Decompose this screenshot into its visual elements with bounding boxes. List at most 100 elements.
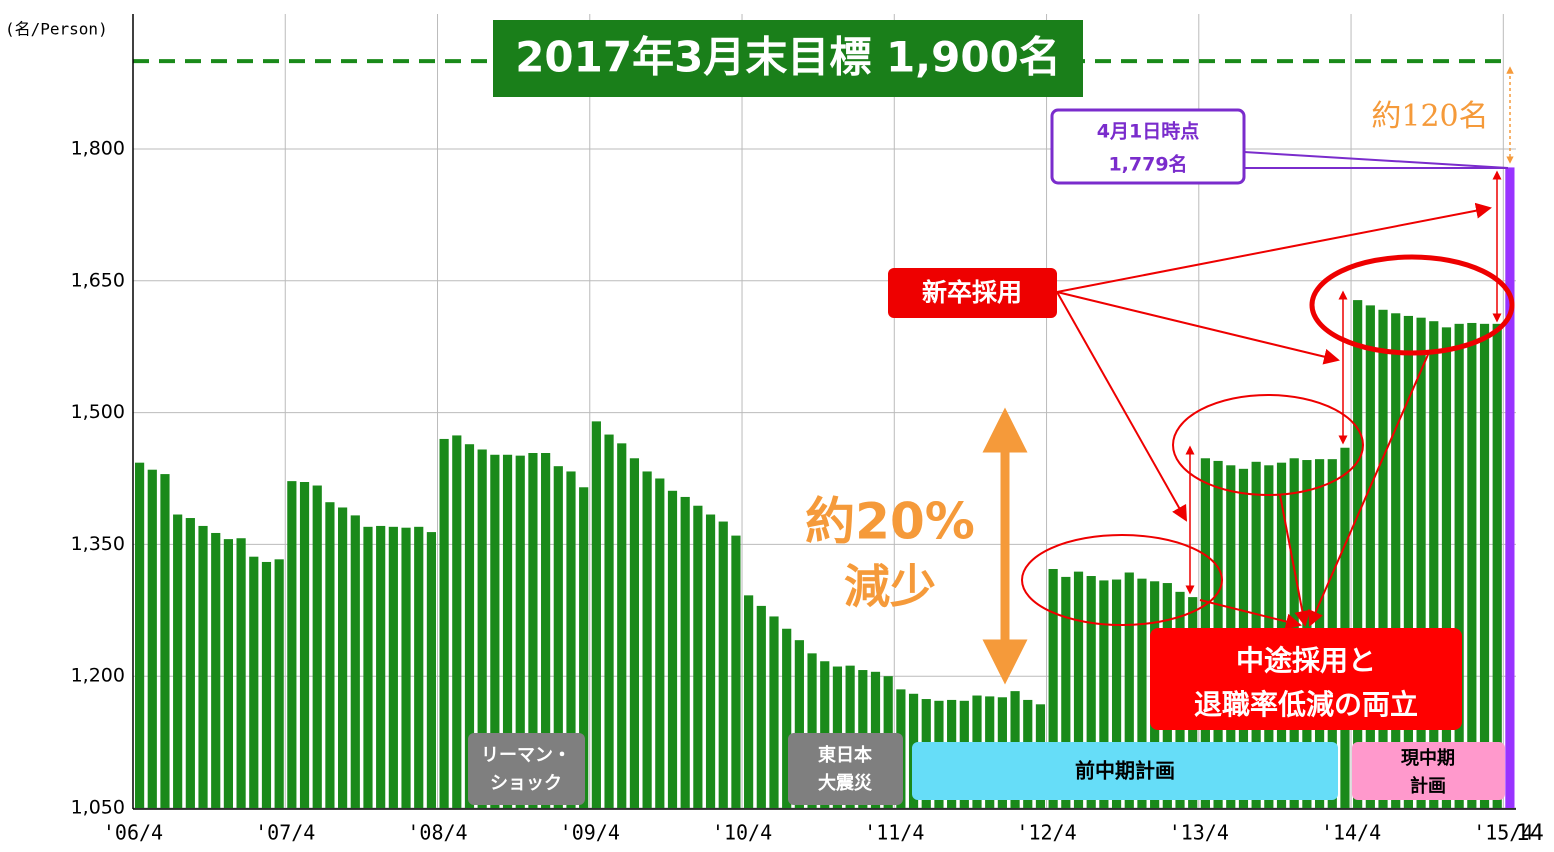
bar [1479,323,1490,808]
bar [223,539,234,808]
bar [1416,317,1426,808]
period-box [1352,742,1505,800]
bar [1454,323,1464,808]
bar [705,514,716,808]
bar [363,526,373,808]
bar [655,478,665,808]
bar [718,521,728,808]
period-box [788,733,903,805]
bar [1505,167,1515,808]
period-label: 前中期計画 [1075,759,1175,783]
bar [731,535,741,808]
x-tick-label: '11/4 [864,821,924,845]
bar [807,653,817,808]
bar [388,526,398,808]
bar [135,462,145,808]
bar [401,527,411,808]
bar [642,471,652,808]
bar [553,466,563,808]
bar [439,438,449,808]
bar [604,434,614,808]
bar [1441,327,1452,808]
bar [744,595,754,808]
bar [579,487,589,808]
y-tick-label: 1,500 [71,401,125,423]
bar [147,469,157,808]
x-tick-label: '09/4 [560,821,620,845]
point-label: 1,779名 [1108,153,1187,176]
bar [1467,322,1477,808]
bar [236,538,246,808]
bar [1403,315,1413,808]
bar [211,532,221,808]
gap-label: 約120名 [1371,99,1488,134]
x-tick-label: '15/4 [1473,821,1533,845]
bar [350,515,360,808]
bar [173,514,183,808]
bar [1391,313,1401,808]
bar [769,616,779,808]
period-label: 現中期 [1401,747,1455,769]
bar [794,640,804,808]
bar [617,443,627,808]
point-box [1050,108,1246,185]
bar [477,449,487,808]
bar [312,485,322,808]
bar [1061,576,1071,808]
new-grad-label: 新卒採用 [922,278,1022,307]
bar [693,505,703,808]
bar [185,518,195,808]
mid-career-label: 中途採用と [1236,644,1376,677]
period-label: リーマン・ [481,745,571,766]
bar [1353,300,1363,808]
y-tick-label: 1,050 [71,797,125,819]
page-number: 14 [1516,821,1544,846]
bar [1124,572,1134,808]
y-tick-label: 1,800 [71,137,125,159]
period-box [912,742,1338,800]
bar [629,458,640,808]
bar [1365,305,1375,808]
y-tick-label: 1,650 [71,269,125,291]
bar [249,556,259,808]
bar [515,455,525,808]
bar [756,605,766,808]
mid-career-label: 退職率低減の両立 [1194,688,1418,721]
x-tick-label: '10/4 [712,821,772,845]
bar [198,525,208,808]
bar [1340,447,1350,808]
period-label: 計画 [1410,775,1446,797]
y-tick-label: 1,200 [71,665,125,687]
bar [1099,580,1109,808]
new-grad-box [888,268,1057,318]
bar [1378,309,1388,808]
x-tick-label: '08/4 [407,821,467,845]
mid-career-box [1150,628,1462,730]
bar [782,628,792,808]
bar [287,481,297,808]
x-tick-label: '14/4 [1321,821,1381,845]
bar [1086,576,1096,808]
x-tick-label: '07/4 [255,821,315,845]
x-tick-label: '12/4 [1016,821,1076,845]
x-tick-label: '06/4 [103,821,163,845]
bar [464,444,475,808]
title-box [493,20,1083,97]
bar [274,559,284,808]
period-label: 東日本 [818,744,872,766]
bar [1429,321,1439,808]
point-leader [1243,151,1509,169]
period-label: ショック [490,773,562,794]
x-tick-label: '13/4 [1169,821,1229,845]
chart-title: 2017年3月末目標 1,900名 [515,33,1061,82]
bar [325,502,335,808]
bar [338,507,348,808]
bar [414,526,424,808]
bar [299,482,310,808]
bar [426,532,437,808]
decrease-label: 減少 [844,560,936,614]
bar [1048,568,1058,808]
bar [160,474,170,808]
bar [680,496,690,808]
y-unit: (名/Person) [5,20,108,39]
